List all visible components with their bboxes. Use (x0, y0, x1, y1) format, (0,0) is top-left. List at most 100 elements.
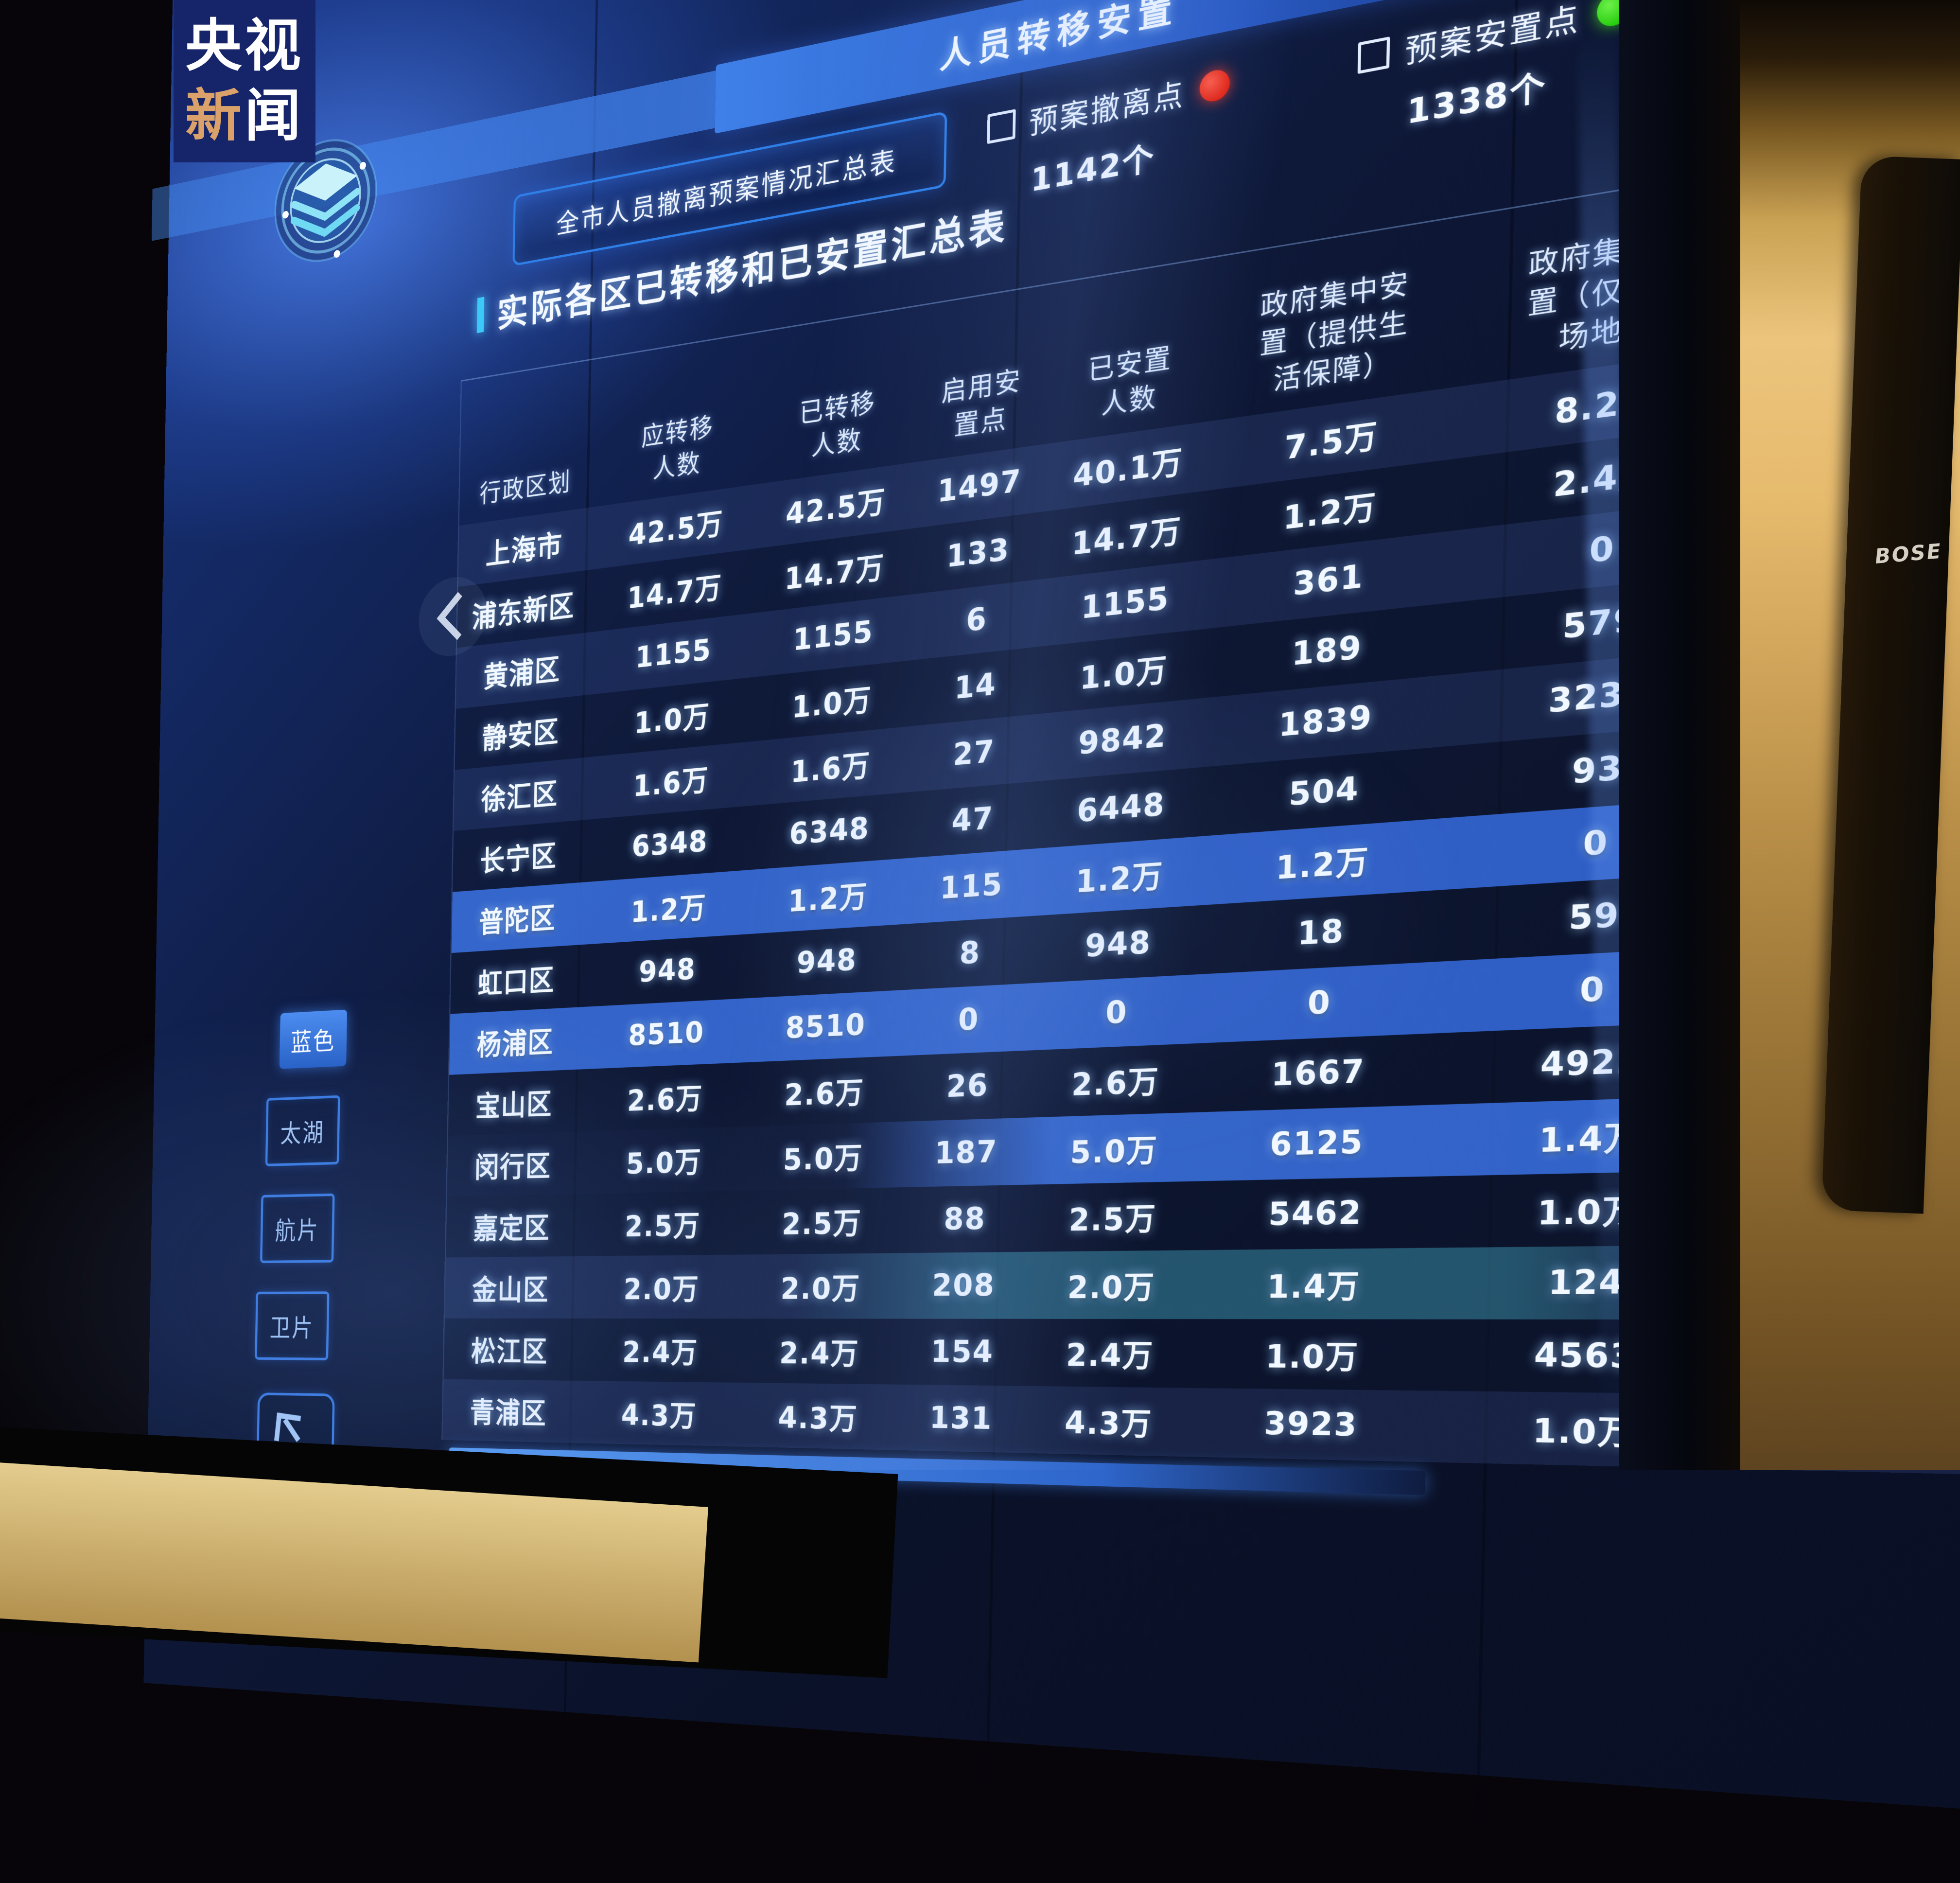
value-cell: 1.4万 (1266, 1268, 1361, 1306)
value-cell: 2.4万 (779, 1337, 859, 1372)
value-cell: 8 (959, 935, 981, 971)
cctv-news-watermark: 央视 新闻 (174, 0, 315, 162)
value-cell: 3923 (1263, 1405, 1358, 1444)
table-header-cell: 已安置 人数 (1087, 342, 1172, 421)
value-cell: 14.7万 (1071, 513, 1182, 563)
value-cell: 26 (946, 1068, 989, 1105)
value-cell: 88 (943, 1201, 986, 1237)
value-cell: 1.0万 (1265, 1338, 1360, 1376)
table-header-cell: 启用安 置点 (941, 365, 1022, 442)
value-cell: 8510 (785, 1007, 866, 1046)
value-cell: 2.4万 (622, 1336, 699, 1370)
watermark-line1: 央视 (185, 13, 304, 79)
district-cell: 宝山区 (475, 1088, 553, 1124)
screen-right-bezel (1619, 0, 1745, 1470)
title-accent-bar (476, 297, 485, 334)
value-cell: 948 (1085, 924, 1152, 965)
district-cell: 普陀区 (478, 901, 556, 940)
table-header-cell: 应转移 人数 (641, 411, 715, 485)
value-cell: 1.2万 (1075, 858, 1164, 900)
value-cell: 154 (930, 1334, 994, 1370)
district-cell: 长宁区 (480, 839, 558, 879)
value-cell: 1.0万 (1079, 651, 1168, 697)
district-cell: 黄浦区 (483, 653, 561, 694)
value-cell: 6 (965, 601, 988, 639)
district-cell: 虹口区 (477, 964, 555, 1001)
district-cell: 松江区 (471, 1335, 548, 1369)
value-cell: 361 (1293, 558, 1365, 603)
value-cell: 133 (946, 531, 1010, 575)
value-cell: 47 (951, 800, 994, 840)
value-cell: 5.0万 (626, 1145, 702, 1181)
value-cell: 42.5万 (785, 484, 887, 532)
value-cell: 1.6万 (790, 748, 871, 790)
value-cell: 115 (939, 866, 1003, 907)
sidebar-item-taihu[interactable]: 太湖 (265, 1095, 340, 1166)
value-cell: 948 (638, 952, 697, 989)
sidebar-item-aerial[interactable]: 航片 (260, 1193, 335, 1264)
table-header-cell: 政府集中安 置（提供生 活保障） (1259, 267, 1410, 397)
value-cell: 5462 (1268, 1194, 1363, 1233)
district-cell: 青浦区 (470, 1396, 547, 1430)
table-header-cell: 行政区划 (479, 467, 572, 509)
bose-logo: BOSE (1873, 539, 1943, 569)
value-cell: 1667 (1271, 1053, 1365, 1094)
value-cell: 4.3万 (1064, 1405, 1153, 1443)
value-cell: 2.5万 (781, 1206, 862, 1242)
value-cell: 1.2万 (788, 879, 869, 919)
value-cell: 2.5万 (1068, 1201, 1157, 1239)
chevron-left-icon (437, 592, 479, 640)
value-cell: 1.0万 (791, 683, 873, 725)
value-cell: 2.0万 (623, 1272, 700, 1307)
value-cell: 1.0万 (634, 699, 711, 741)
value-cell: 0 (1307, 984, 1331, 1022)
district-cell: 闵行区 (474, 1149, 552, 1184)
value-cell: 14.7万 (784, 550, 885, 597)
red-dot-icon (1199, 67, 1230, 104)
value-cell: 1839 (1278, 698, 1373, 744)
district-cell: 金山区 (472, 1273, 549, 1307)
sidebar-item-blue[interactable]: 蓝色 (279, 1009, 348, 1069)
value-cell: 6448 (1076, 786, 1166, 830)
value-cell: 1.6万 (632, 763, 709, 804)
sidebar-item-satellite[interactable]: 卫片 (255, 1291, 330, 1361)
value-cell: 40.1万 (1072, 444, 1184, 495)
value-cell: 2.5万 (624, 1209, 701, 1244)
value-cell: 14 (954, 667, 997, 706)
value-cell: 4.3万 (778, 1401, 858, 1437)
value-cell: 5.0万 (783, 1141, 863, 1178)
value-cell: 6348 (631, 824, 708, 864)
value-cell: 42.5万 (628, 506, 724, 553)
district-cell: 上海市 (485, 528, 563, 572)
value-cell: 948 (796, 942, 858, 981)
legend-evacuation-points[interactable]: 预案撤离点 1142个 (986, 46, 1303, 209)
value-cell: 2.6万 (784, 1075, 865, 1113)
value-cell: 0 (1105, 994, 1128, 1031)
value-cell: 0 (958, 1002, 980, 1038)
district-cell: 静安区 (482, 715, 560, 756)
checkbox-shelter-points[interactable] (1357, 36, 1390, 74)
value-cell: 1155 (792, 614, 874, 658)
layers-icon[interactable] (272, 127, 380, 272)
value-cell: 6125 (1269, 1124, 1364, 1163)
district-cell: 杨浦区 (476, 1025, 554, 1062)
value-cell: 1155 (635, 633, 712, 675)
value-cell: 1155 (1081, 580, 1170, 627)
value-cell: 2.0万 (780, 1271, 861, 1306)
tab-personnel-transfer[interactable]: 人员转移安置 (939, 0, 1180, 77)
value-cell: 4.3万 (621, 1398, 697, 1434)
district-cell: 嘉定区 (473, 1212, 551, 1246)
value-cell: 14.7万 (627, 570, 723, 616)
value-cell: 208 (931, 1267, 996, 1303)
value-cell: 1.2万 (1275, 843, 1370, 887)
value-cell: 27 (952, 734, 996, 773)
value-cell: 6348 (788, 810, 870, 852)
district-cell: 徐汇区 (481, 777, 559, 817)
value-cell: 2.0万 (1067, 1269, 1155, 1306)
cursor-icon (274, 1412, 301, 1444)
value-cell: 131 (929, 1400, 993, 1437)
value-cell: 1.2万 (630, 891, 707, 930)
checkbox-evacuation-points[interactable] (987, 109, 1016, 144)
table-header-cell: 已转移 人数 (799, 387, 876, 462)
value-cell: 2.6万 (627, 1082, 703, 1118)
